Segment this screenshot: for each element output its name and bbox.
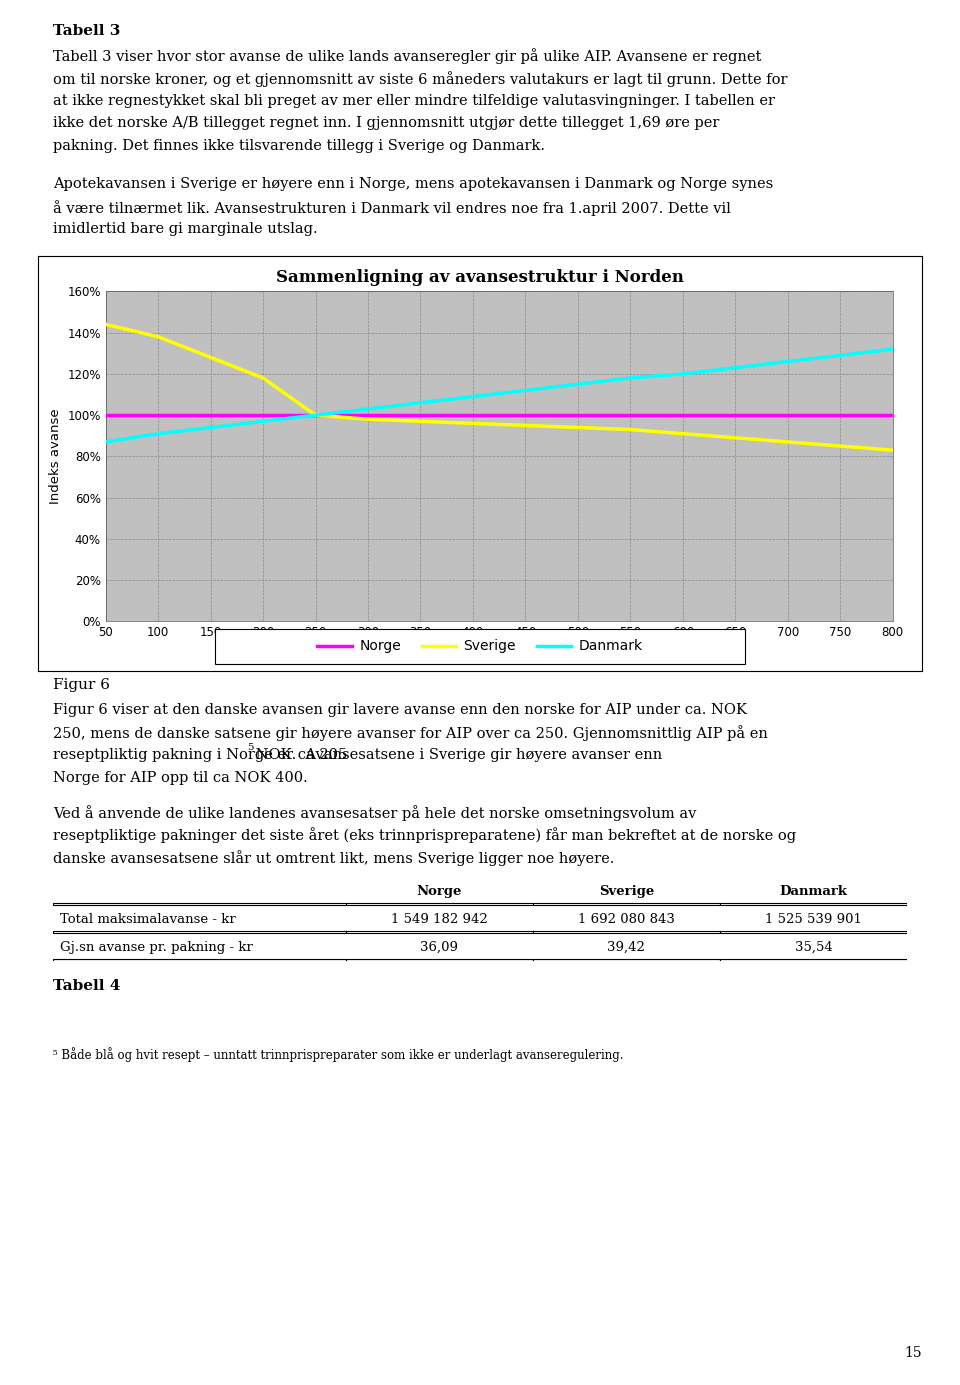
Text: Ved å anvende de ulike landenes avansesatser på hele det norske omsetningsvolum : Ved å anvende de ulike landenes avansesa… (53, 805, 696, 820)
Text: Sammenligning av avansestruktur i Norden: Sammenligning av avansestruktur i Norden (276, 269, 684, 285)
Text: 39,42: 39,42 (608, 940, 645, 953)
Text: Norge: Norge (417, 885, 462, 897)
Bar (53, 903, 346, 904)
Y-axis label: Indeks avanse: Indeks avanse (49, 409, 61, 504)
Text: å være tilnærmet lik. Avansestrukturen i Danmark vil endres noe fra 1.april 2007: å være tilnærmet lik. Avansestrukturen i… (53, 199, 731, 216)
Legend: Norge, Sverige, Danmark: Norge, Sverige, Danmark (312, 634, 648, 659)
Text: Tabell 3 viser hvor stor avanse de ulike lands avanseregler gir på ulike AIP. Av: Tabell 3 viser hvor stor avanse de ulike… (53, 48, 761, 64)
Text: Tabell 3: Tabell 3 (53, 24, 120, 37)
Bar (533, 903, 720, 904)
Text: 1 692 080 843: 1 692 080 843 (578, 913, 675, 925)
Text: ikke det norske A/B tillegget regnet inn. I gjennomsnitt utgjør dette tillegget : ikke det norske A/B tillegget regnet inn… (53, 116, 719, 130)
Text: 36,09: 36,09 (420, 940, 458, 953)
Text: reseptpliktige pakninger det siste året (eks trinnprispreparatene) får man bekre: reseptpliktige pakninger det siste året … (53, 827, 796, 843)
Bar (346, 931, 533, 933)
Text: Tabell 4: Tabell 4 (53, 979, 120, 993)
Text: pakning. Det finnes ikke tilsvarende tillegg i Sverige og Danmark.: pakning. Det finnes ikke tilsvarende til… (53, 138, 544, 152)
Text: Norge for AIP opp til ca NOK 400.: Norge for AIP opp til ca NOK 400. (53, 771, 307, 785)
Bar (533, 931, 720, 933)
X-axis label: AIP NOK: AIP NOK (467, 645, 532, 659)
Text: ⁵ Både blå og hvit resept – unntatt trinnprispreparater som ikke er underlagt av: ⁵ Både blå og hvit resept – unntatt trin… (53, 1047, 623, 1062)
Text: imidlertid bare gi marginale utslag.: imidlertid bare gi marginale utslag. (53, 223, 318, 237)
Bar (346, 903, 533, 904)
Bar (720, 960, 907, 961)
Text: Figur 6: Figur 6 (53, 679, 109, 692)
Text: 1 549 182 942: 1 549 182 942 (391, 913, 488, 925)
Text: reseptpliktig pakning i Norge er ca 205: reseptpliktig pakning i Norge er ca 205 (53, 748, 348, 762)
Text: 35,54: 35,54 (795, 940, 832, 953)
Text: at ikke regnestykket skal bli preget av mer eller mindre tilfeldige valutasvingn: at ikke regnestykket skal bli preget av … (53, 94, 775, 108)
Text: Sverige: Sverige (599, 885, 654, 897)
Text: NOK.  Avansesatsene i Sverige gir høyere avanser enn: NOK. Avansesatsene i Sverige gir høyere … (251, 748, 662, 762)
Text: Figur 6 viser at den danske avansen gir lavere avanse enn den norske for AIP und: Figur 6 viser at den danske avansen gir … (53, 704, 747, 717)
Text: danske avansesatsene slår ut omtrent likt, mens Sverige ligger noe høyere.: danske avansesatsene slår ut omtrent lik… (53, 850, 614, 866)
Bar (533, 960, 720, 961)
Bar (53, 931, 346, 933)
Text: 5: 5 (247, 742, 253, 752)
Bar (53, 960, 346, 961)
Text: 250, mens de danske satsene gir høyere avanser for AIP over ca 250. Gjennomsnitt: 250, mens de danske satsene gir høyere a… (53, 726, 768, 741)
Bar (720, 903, 907, 904)
Text: Total maksimalavanse - kr: Total maksimalavanse - kr (60, 913, 236, 925)
FancyBboxPatch shape (215, 629, 745, 665)
Text: Danmark: Danmark (780, 885, 848, 897)
Text: 1 525 539 901: 1 525 539 901 (765, 913, 862, 925)
Text: Gj.sn avanse pr. pakning - kr: Gj.sn avanse pr. pakning - kr (60, 940, 253, 953)
Text: 15: 15 (904, 1346, 922, 1360)
Bar (346, 960, 533, 961)
Text: om til norske kroner, og et gjennomsnitt av siste 6 måneders valutakurs er lagt : om til norske kroner, og et gjennomsnitt… (53, 71, 787, 87)
Text: Apotekavansen i Sverige er høyere enn i Norge, mens apotekavansen i Danmark og N: Apotekavansen i Sverige er høyere enn i … (53, 177, 773, 191)
Bar (720, 931, 907, 933)
